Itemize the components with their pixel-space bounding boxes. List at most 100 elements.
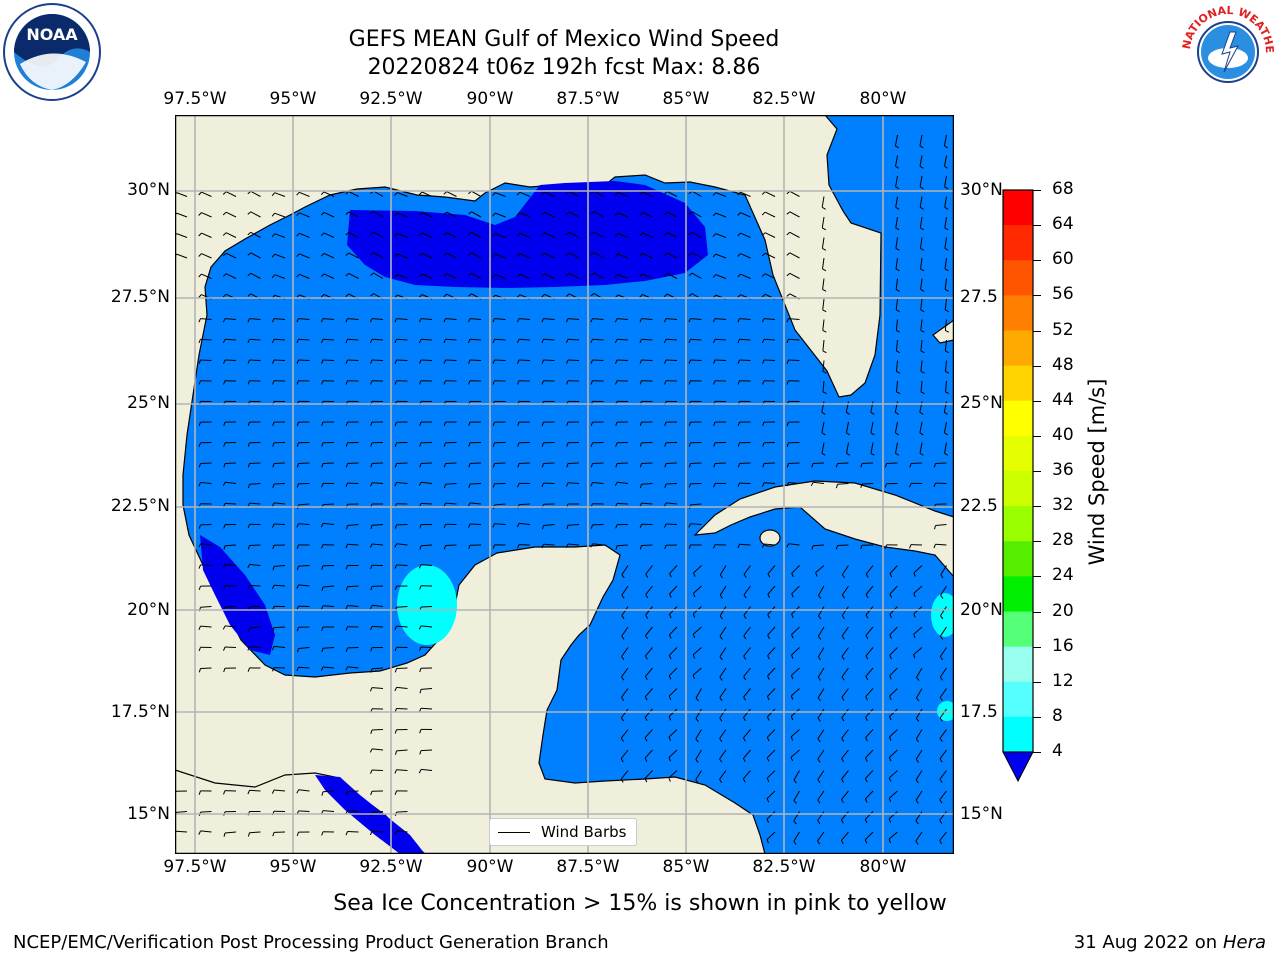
wind-barb-flag — [418, 625, 422, 630]
colorbar-tick-label: 20 — [1052, 600, 1074, 621]
wind-barb-flag — [920, 370, 925, 374]
wind-barb-flag — [817, 656, 822, 661]
wind-barb-flag — [565, 543, 569, 548]
wind-barb-flag — [418, 769, 422, 774]
wind-barb — [743, 688, 751, 698]
wind-barb — [249, 462, 261, 464]
wind-barb-flag — [345, 232, 350, 236]
wind-barb — [669, 626, 678, 636]
wind-barb — [889, 688, 898, 697]
footer-machine: Hera — [1222, 932, 1266, 953]
wind-barb — [913, 565, 923, 574]
wind-barb-flag — [786, 272, 791, 277]
wind-barb-flag — [394, 790, 397, 795]
wind-barb-flag — [517, 421, 520, 426]
wind-barb — [543, 543, 555, 546]
wind-barb-flag — [786, 293, 791, 297]
wind-barb — [691, 252, 702, 259]
wind-barb — [719, 688, 727, 698]
wind-barb — [788, 318, 800, 320]
wind-barb — [644, 688, 653, 698]
wind-barb — [421, 232, 433, 238]
wind-barb — [939, 688, 947, 698]
wind-barb-flag — [695, 718, 699, 722]
land-bahamas — [932, 319, 954, 344]
wind-barb — [176, 233, 188, 238]
wind-barb — [793, 811, 800, 822]
wind-barb — [841, 729, 849, 739]
wind-barb-flag — [345, 293, 350, 297]
wind-barb — [913, 626, 923, 635]
wind-barb-flag — [639, 421, 642, 426]
wind-barb — [421, 481, 433, 484]
colorbar-tick-label: 36 — [1052, 460, 1074, 480]
wind-barb-flag — [590, 252, 595, 256]
wind-barb — [371, 338, 384, 341]
wind-barb-flag — [940, 615, 944, 620]
wind-barb — [273, 318, 286, 320]
wind-barb — [669, 585, 678, 595]
wind-barb — [939, 729, 947, 739]
wind-barb-flag — [916, 697, 920, 702]
wind-barb — [940, 585, 947, 596]
wind-barb-flag — [222, 211, 227, 216]
wind-barb-flag — [821, 411, 826, 415]
wind-barb-flag — [345, 318, 348, 323]
wind-barb — [791, 647, 800, 656]
wind-barb — [519, 253, 531, 259]
wind-barb — [888, 831, 898, 840]
wind-barb-flag — [419, 463, 422, 468]
wind-barb-flag — [541, 421, 544, 426]
wind-barb-flag — [443, 211, 448, 216]
wind-barb-flag — [688, 463, 691, 468]
wind-barb-flag — [541, 442, 544, 447]
wind-barb-flag — [517, 463, 520, 468]
wind-barb-flag — [737, 359, 740, 364]
wind-barb — [944, 278, 947, 290]
wind-barb-flag — [418, 318, 422, 323]
wind-barb-flag — [198, 442, 201, 447]
colorbar-band — [1003, 295, 1033, 331]
lon-label-top: 85°W — [662, 89, 710, 109]
wind-barb — [593, 251, 604, 259]
wind-barb-flag — [944, 411, 948, 415]
wind-barb-flag — [668, 655, 672, 660]
wind-barb — [865, 565, 874, 575]
wind-barb-flag — [516, 253, 521, 257]
wind-barb — [767, 647, 776, 656]
wind-barb-flag — [939, 697, 943, 702]
wind-barb — [273, 462, 286, 464]
wind-barb-flag — [841, 594, 846, 599]
wind-barb-flag — [919, 452, 924, 456]
wind-barb-flag — [492, 442, 495, 447]
wind-barb — [695, 729, 702, 740]
wind-barb — [935, 543, 947, 546]
wind-barb-flag — [320, 253, 325, 257]
wind-barb — [519, 522, 531, 525]
wind-barb — [895, 278, 898, 290]
wind-barb-flag — [247, 545, 250, 550]
wind-barb — [645, 585, 653, 595]
wind-barb — [621, 667, 629, 678]
wind-barb-flag — [615, 442, 618, 447]
wind-barb — [397, 212, 408, 218]
wind-barb — [446, 191, 457, 197]
wind-barb-flag — [394, 524, 397, 529]
wind-barb — [944, 257, 947, 269]
wind-barb — [861, 483, 874, 485]
wind-barb-flag — [766, 777, 770, 783]
wind-barb-flag — [271, 233, 276, 238]
wind-barb — [895, 319, 898, 331]
wind-barb — [298, 462, 310, 464]
wind-barb — [817, 626, 825, 637]
wind-barb — [200, 318, 212, 320]
wind-barb-flag — [822, 350, 827, 354]
wind-barb — [695, 749, 702, 760]
wind-barb — [788, 359, 800, 361]
wind-barb — [322, 462, 335, 464]
wind-barb-flag — [345, 252, 350, 256]
wind-barb-flag — [419, 750, 422, 755]
wind-barb-flag — [692, 613, 696, 618]
wind-barb — [920, 360, 923, 372]
wind-barb — [420, 564, 433, 566]
